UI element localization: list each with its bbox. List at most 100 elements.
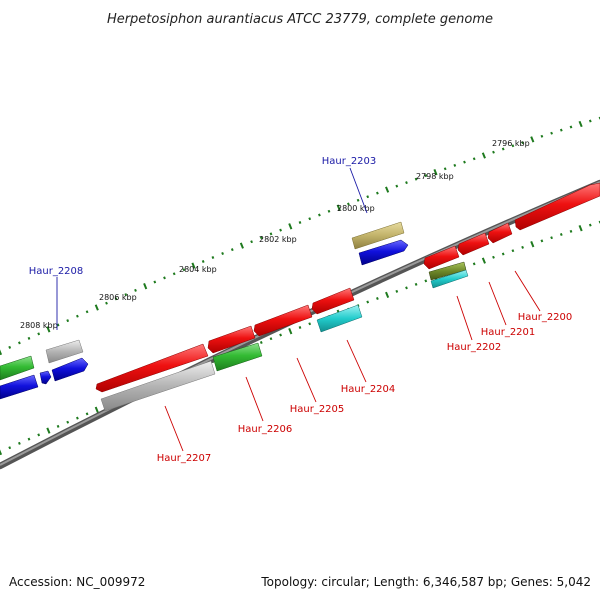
gene-label-Haur_2200[interactable]: Haur_2200 (518, 312, 573, 323)
scale-tick (66, 319, 70, 323)
gene-Haur_2201-arrow[interactable] (487, 222, 513, 244)
scale-tick (501, 147, 505, 151)
scale-tick (153, 280, 157, 284)
scale-tick (318, 213, 321, 217)
scale-tick (463, 160, 466, 164)
scale-tick (347, 202, 350, 206)
gene-green-left[interactable] (0, 355, 39, 400)
gene-arrow[interactable] (51, 357, 89, 382)
gene-arrow[interactable] (358, 239, 409, 266)
scale-tick-major (385, 291, 390, 299)
scale-tick (66, 420, 70, 424)
scale-label-2798: 2798 kbp (416, 172, 454, 181)
gene-label-Haur_2208[interactable]: Haur_2208 (29, 266, 84, 277)
gene-label-Haur_2201[interactable]: Haur_2201 (481, 327, 536, 338)
scale-tick (308, 322, 312, 326)
gene-label-Haur_2204[interactable]: Haur_2204 (341, 384, 396, 395)
scale-tick-major (336, 204, 341, 211)
scale-tick (521, 141, 524, 145)
scale-tick (56, 424, 60, 428)
scale-tick-major (530, 136, 535, 143)
scale-tick (269, 232, 273, 236)
scale-tick (550, 236, 553, 240)
gene-arrow[interactable] (0, 355, 35, 381)
scale-tick (269, 337, 273, 341)
scale-tick-major (94, 304, 99, 311)
gene-Haur_2203[interactable] (351, 221, 409, 266)
gene-gray-2207[interactable] (100, 360, 216, 412)
scale-tick (250, 240, 253, 244)
scale-tick (8, 345, 12, 349)
scale-tick (472, 157, 476, 161)
gene-arrow[interactable] (351, 221, 405, 250)
scale-label-2800: 2800 kbp (337, 204, 375, 213)
gene-red-2201b[interactable] (457, 232, 490, 256)
genome-backbone (0, 179, 600, 470)
scale-tick-major (530, 241, 535, 248)
gene-label-Haur_2203[interactable]: Haur_2203 (322, 156, 377, 167)
scale-tick (569, 125, 573, 129)
scale-tick-major (0, 348, 3, 356)
scale-tick (405, 181, 408, 185)
scale-tick-major (46, 326, 51, 333)
scale-tick (298, 326, 302, 329)
scale-tick (27, 336, 31, 340)
scale-tick (492, 150, 495, 154)
gene-cyan-small[interactable] (430, 269, 469, 289)
scale-tick (424, 174, 428, 178)
scale-tick (221, 252, 224, 255)
scale-tick (472, 262, 476, 266)
gene-Haur_2207-arrow[interactable] (95, 343, 209, 393)
scale-label-2808: 2808 kbp (20, 321, 58, 330)
scale-tick (559, 128, 563, 132)
scale-tick-major (385, 186, 390, 193)
gene-red-2204a[interactable] (311, 287, 355, 315)
scale-tick (114, 297, 118, 301)
gene-Haur_2205-arrow[interactable] (253, 304, 313, 337)
scale-tick (37, 332, 41, 336)
scale-tick (27, 437, 31, 441)
scale-tick (366, 300, 370, 304)
scale-tick (308, 217, 312, 221)
gene-Haur_2206-arrow[interactable] (207, 325, 256, 354)
scale-tick-major (94, 406, 99, 413)
scale-tick (134, 288, 137, 292)
scale-tick (540, 239, 544, 243)
scale-tick (521, 245, 524, 249)
scale-tick (201, 260, 205, 263)
scale-label-2802: 2802 kbp (259, 235, 297, 244)
gene-label-Haur_2207[interactable]: Haur_2207 (157, 453, 212, 464)
gene-arrow[interactable] (45, 339, 84, 364)
scale-tick (18, 441, 21, 445)
scale-tick (230, 248, 234, 252)
scale-tick (424, 279, 428, 283)
scale-tick-major (143, 283, 148, 290)
scale-tick (598, 116, 600, 120)
scale-tick (163, 276, 166, 280)
gene-arrow[interactable] (39, 370, 52, 385)
scale-tick-major (239, 242, 244, 249)
scale-label-2806: 2806 kbp (99, 293, 137, 302)
scale-tick-major (578, 225, 583, 232)
gene-Haur_2200-arrow[interactable] (514, 182, 600, 231)
scale-ticks-upper (0, 116, 600, 356)
scale-tick (569, 229, 573, 233)
scale-tick (511, 249, 515, 253)
scale-tick (37, 433, 41, 437)
gene-Haur_2204-arrow[interactable] (316, 304, 363, 333)
gene-label-Haur_2205[interactable]: Haur_2205 (290, 404, 345, 415)
gene-arrow[interactable] (0, 374, 39, 400)
scale-tick (18, 341, 21, 345)
scale-tick (85, 310, 89, 314)
gene-Haur_2208[interactable] (39, 339, 89, 385)
scale-tick (279, 228, 282, 232)
gene-Haur_2202-arrow[interactable] (423, 245, 460, 270)
gene-label-Haur_2206[interactable]: Haur_2206 (238, 424, 293, 435)
scale-tick (356, 198, 360, 202)
scale-tick (259, 236, 263, 240)
gene-green-2206[interactable] (212, 342, 263, 372)
scale-tick-major (0, 448, 3, 456)
scale-tick (172, 272, 176, 276)
gene-label-Haur_2202[interactable]: Haur_2202 (447, 342, 502, 353)
